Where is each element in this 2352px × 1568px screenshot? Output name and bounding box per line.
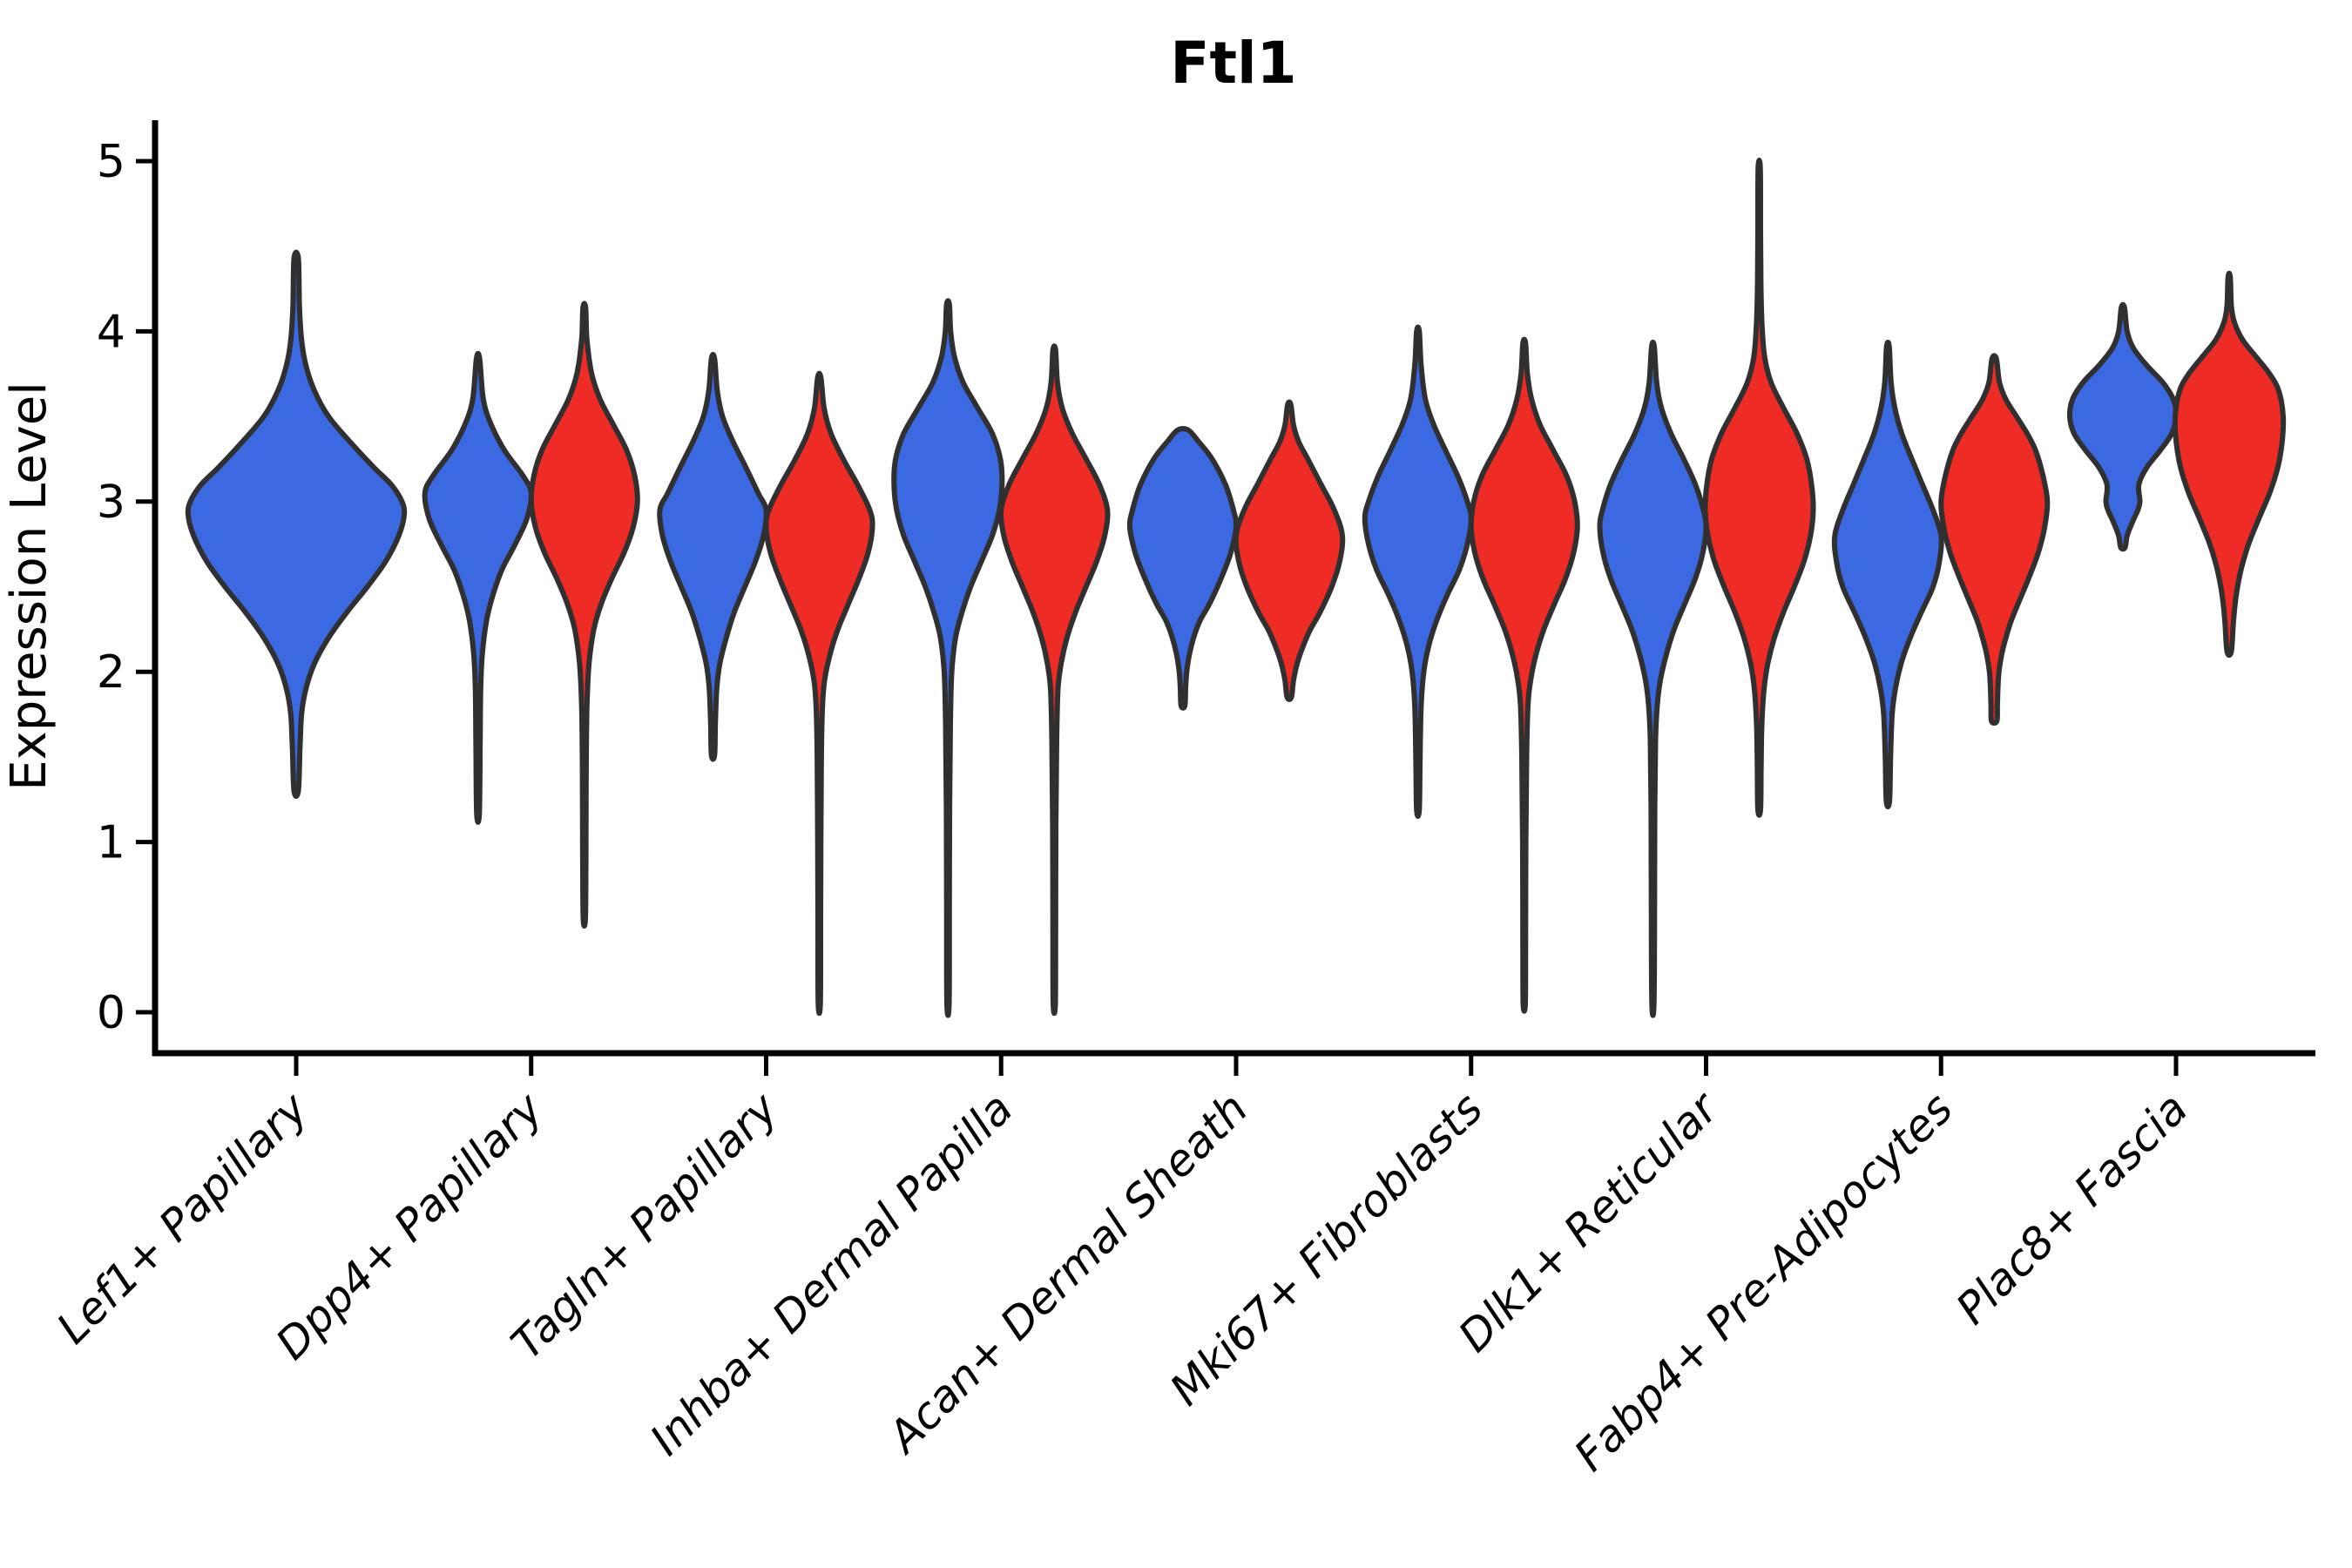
chart-title: Ftl1	[1170, 30, 1296, 97]
axes-layer	[136, 120, 2315, 1076]
y-tick-label-3: 3	[97, 476, 125, 529]
violin-blue-lef1	[185, 249, 408, 800]
x-tick-label-fabp4: Fabp4+ Pre-Adipocytes	[1565, 1083, 1963, 1481]
violin-blue-dlk1	[1597, 339, 1709, 1018]
violin-red-acan	[1233, 399, 1346, 702]
violin-red-dlk1	[1702, 158, 1816, 818]
x-tick-label-lef1: Lef1+ Papillary	[47, 1082, 318, 1353]
violin-blue-inhba	[891, 298, 1005, 1018]
x-tick-label-plac8: Plac8+ Fascia	[1947, 1083, 2198, 1334]
y-tick-label-2: 2	[97, 646, 125, 699]
y-tick-label-5: 5	[97, 136, 125, 188]
y-tick-label-0: 0	[97, 987, 125, 1039]
violin-blue-tagln	[657, 352, 769, 762]
violins-layer	[185, 158, 2287, 1018]
violin-blue-mki67	[1362, 324, 1474, 820]
violin-blue-acan	[1126, 426, 1240, 711]
violin-red-dpp4	[528, 301, 640, 929]
violin-red-tagln	[763, 370, 875, 1017]
violin-blue-fabp4	[1831, 339, 1944, 810]
violin-red-plac8	[2172, 270, 2287, 659]
y-tick-label-4: 4	[97, 306, 125, 358]
violin-blue-plac8	[2066, 301, 2180, 552]
x-tick-label-dlk1: Dlk1+ Reticular	[1449, 1081, 1729, 1362]
y-tick-labels: 0 1 2 3 4 5	[97, 136, 125, 1039]
violin-red-mki67	[1468, 336, 1580, 1014]
y-tick-label-1: 1	[97, 817, 125, 869]
violin-red-inhba	[998, 343, 1111, 1017]
violin-blue-dpp4	[422, 350, 534, 825]
violin-red-fabp4	[1938, 353, 2051, 727]
y-axis-label: Expression Level	[1, 382, 57, 791]
